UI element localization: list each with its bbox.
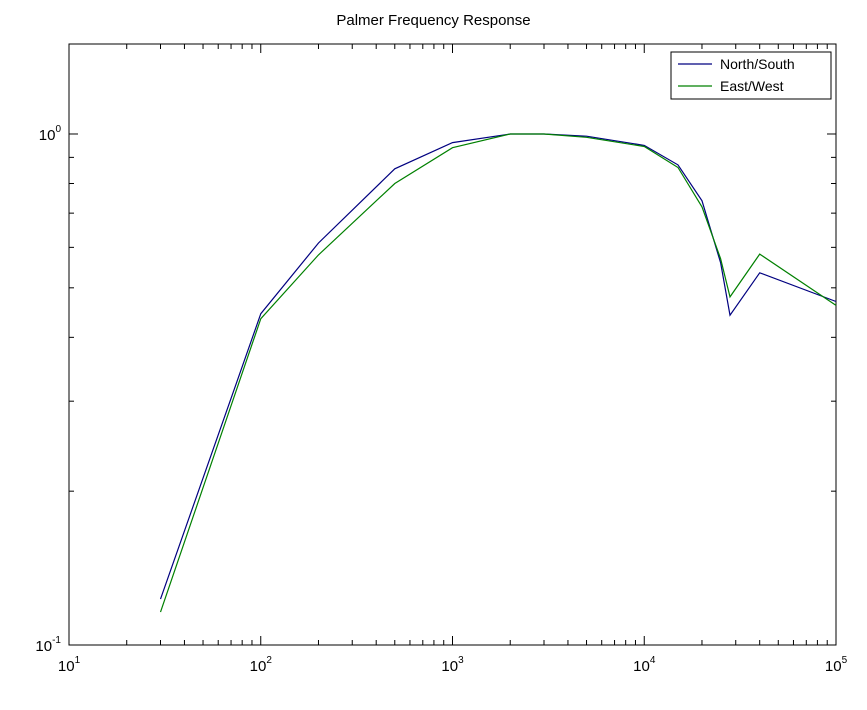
series-line-north-south <box>159 133 837 600</box>
legend-box <box>670 51 832 100</box>
x-tick-label: 105 <box>825 655 848 675</box>
x-tick-label: 102 <box>250 655 273 675</box>
series-line-east-west <box>159 133 837 613</box>
ticks-layer: 101 102 103 104 105 10-1 100 <box>35 44 848 675</box>
legend: North/South East/West <box>670 51 832 100</box>
x-tick-label: 103 <box>441 655 464 675</box>
y-tick-label: 100 <box>39 124 62 144</box>
x-tick-label: 104 <box>633 655 656 675</box>
series-layer <box>159 133 837 613</box>
plot-area <box>68 43 837 646</box>
y-tick-label: 10-1 <box>35 635 61 655</box>
legend-label: East/West <box>720 78 784 94</box>
x-tick-label: 101 <box>58 655 81 675</box>
chart-title: Palmer Frequency Response <box>336 12 531 29</box>
legend-label: North/South <box>720 56 795 72</box>
